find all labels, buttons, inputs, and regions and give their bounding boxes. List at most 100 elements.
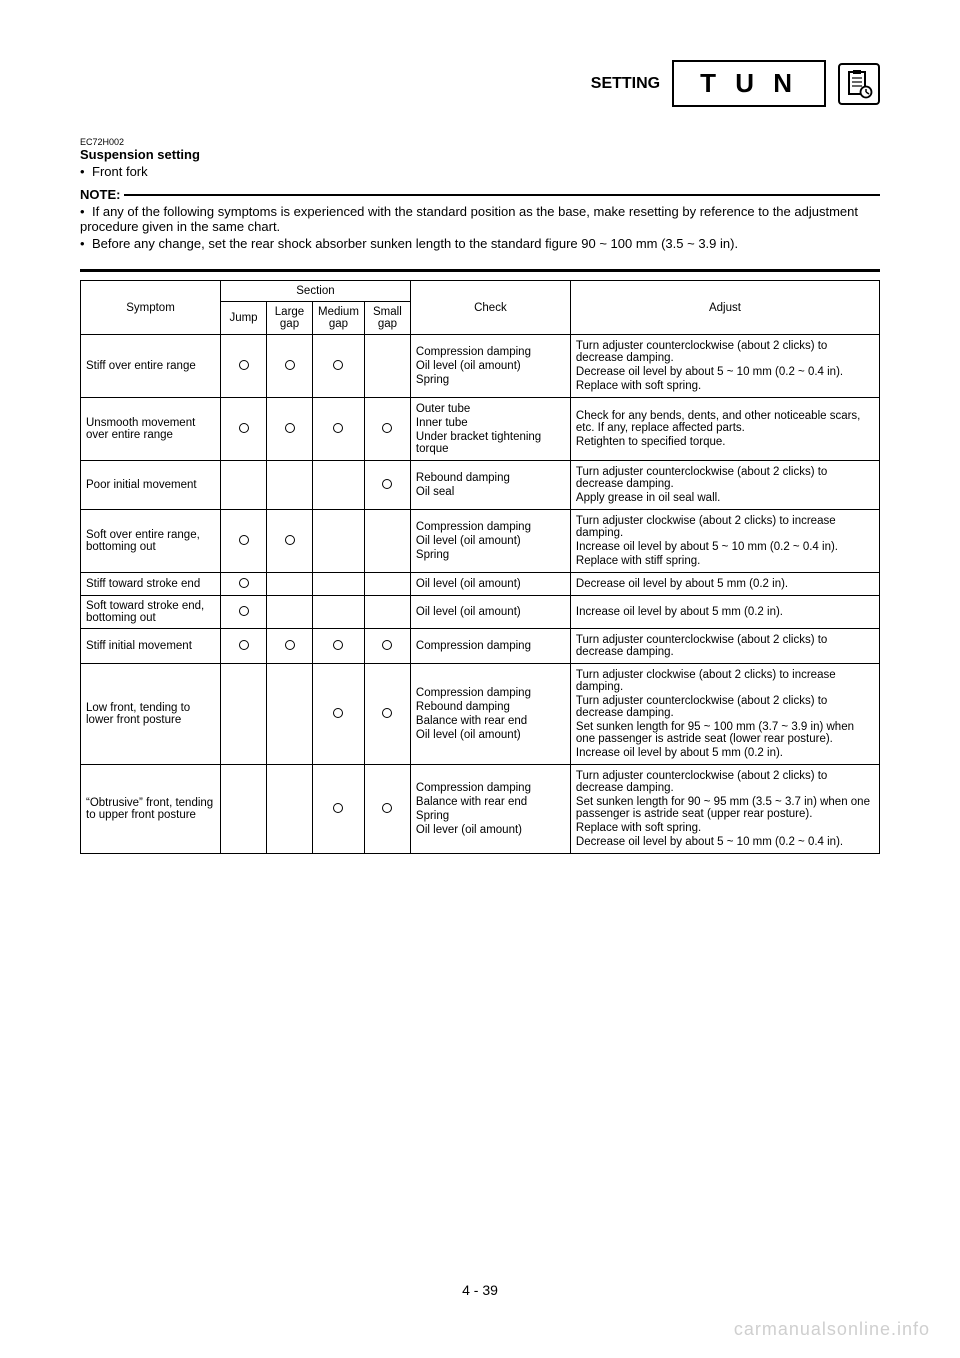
adjust-line: Increase oil level by about 5 mm (0.2 in… xyxy=(576,746,874,760)
check-line: Oil level (oil amount) xyxy=(416,605,565,619)
adjust-line: Replace with soft spring. xyxy=(576,379,874,393)
cell-mark xyxy=(267,629,313,664)
circle-icon xyxy=(239,640,249,650)
cell-mark xyxy=(267,335,313,398)
cell-mark xyxy=(221,664,267,765)
cell-mark xyxy=(313,335,365,398)
adjust-line: Apply grease in oil seal wall. xyxy=(576,491,874,505)
check-line: Rebound damping xyxy=(416,700,565,714)
check-line: Oil level (oil amount) xyxy=(416,728,565,742)
th-jump: Jump xyxy=(221,302,267,335)
cell-adjust: Turn adjuster counterclockwise (about 2 … xyxy=(570,629,879,664)
circle-icon xyxy=(239,360,249,370)
circle-icon xyxy=(285,535,295,545)
adjust-line: Turn adjuster counterclockwise (about 2 … xyxy=(576,339,874,365)
check-line: Oil level (oil amount) xyxy=(416,577,565,591)
circle-icon xyxy=(239,578,249,588)
cell-mark xyxy=(267,664,313,765)
cell-mark xyxy=(267,510,313,573)
circle-icon xyxy=(382,423,392,433)
cell-mark xyxy=(221,398,267,461)
note-row: NOTE: xyxy=(80,187,880,202)
note-1-text: If any of the following symptoms is expe… xyxy=(80,204,858,234)
adjust-line: Set sunken length for 90 ~ 95 mm (3.5 ~ … xyxy=(576,795,874,821)
cell-check: Compression dampingOil level (oil amount… xyxy=(410,335,570,398)
page: SETTING T U N EC72H002 Suspension settin… xyxy=(0,0,960,1358)
header-row: SETTING T U N xyxy=(80,60,880,107)
adjust-line: Turn adjuster clockwise (about 2 clicks)… xyxy=(576,514,874,540)
adjust-line: Increase oil level by about 5 mm (0.2 in… xyxy=(576,605,874,619)
table-head: Symptom Section Check Adjust Jump Large … xyxy=(81,281,880,335)
adjust-line: Replace with soft spring. xyxy=(576,821,874,835)
section-heading: Suspension setting xyxy=(80,147,880,162)
adjust-line: Replace with stiff spring. xyxy=(576,554,874,568)
adjust-line: Turn adjuster counterclockwise (about 2 … xyxy=(576,633,874,659)
cell-mark xyxy=(364,765,410,854)
cell-mark xyxy=(313,629,365,664)
circle-icon xyxy=(333,640,343,650)
cell-mark xyxy=(313,398,365,461)
table-body: Stiff over entire range Compression dampi… xyxy=(81,335,880,854)
page-number: 4 - 39 xyxy=(0,1282,960,1298)
check-line: Compression damping xyxy=(416,520,565,534)
note-1: •If any of the following symptoms is exp… xyxy=(80,204,880,234)
cell-mark xyxy=(364,461,410,510)
check-line: Compression damping xyxy=(416,781,565,795)
check-line: Balance with rear end xyxy=(416,714,565,728)
cell-mark xyxy=(267,765,313,854)
circle-icon xyxy=(333,423,343,433)
adjust-line: Decrease oil level by about 5 ~ 10 mm (0… xyxy=(576,365,874,379)
check-line: Rebound damping xyxy=(416,471,565,485)
thick-rule xyxy=(80,269,880,272)
cell-mark xyxy=(267,398,313,461)
circle-icon xyxy=(382,640,392,650)
cell-mark xyxy=(221,461,267,510)
cell-mark xyxy=(364,629,410,664)
note-2-text: Before any change, set the rear shock ab… xyxy=(92,236,738,251)
check-line: Oil seal xyxy=(416,485,565,499)
cell-check: Outer tubeInner tubeUnder bracket tighte… xyxy=(410,398,570,461)
cell-symptom: Unsmooth movement over entire range xyxy=(81,398,221,461)
adjust-line: Increase oil level by about 5 ~ 10 mm (0… xyxy=(576,540,874,554)
cell-mark xyxy=(364,398,410,461)
cell-check: Oil level (oil amount) xyxy=(410,573,570,596)
adjust-line: Set sunken length for 95 ~ 100 mm (3.7 ~… xyxy=(576,720,874,746)
cell-adjust: Turn adjuster counterclockwise (about 2 … xyxy=(570,461,879,510)
setting-label: SETTING xyxy=(591,75,660,93)
cell-check: Oil level (oil amount) xyxy=(410,596,570,629)
cell-mark xyxy=(267,573,313,596)
circle-icon xyxy=(333,360,343,370)
cell-adjust: Turn adjuster counterclockwise (about 2 … xyxy=(570,335,879,398)
th-symptom: Symptom xyxy=(81,281,221,335)
cell-mark xyxy=(364,664,410,765)
th-medium: Medium gap xyxy=(313,302,365,335)
cell-mark xyxy=(313,510,365,573)
cell-symptom: Stiff over entire range xyxy=(81,335,221,398)
doc-code: EC72H002 xyxy=(80,137,880,147)
cell-symptom: Stiff toward stroke end xyxy=(81,573,221,596)
circle-icon xyxy=(239,535,249,545)
front-fork-text: Front fork xyxy=(92,164,148,179)
cell-mark xyxy=(364,573,410,596)
table-row: Stiff toward stroke end Oil level (oil am… xyxy=(81,573,880,596)
cell-mark xyxy=(313,596,365,629)
note-rule xyxy=(124,194,880,196)
cell-check: Compression dampingOil level (oil amount… xyxy=(410,510,570,573)
circle-icon xyxy=(382,479,392,489)
cell-adjust: Decrease oil level by about 5 mm (0.2 in… xyxy=(570,573,879,596)
circle-icon xyxy=(285,360,295,370)
cell-check: Compression dampingBalance with rear end… xyxy=(410,765,570,854)
check-line: Inner tube xyxy=(416,416,565,430)
adjust-line: Decrease oil level by about 5 ~ 10 mm (0… xyxy=(576,835,874,849)
table-row: Stiff over entire range Compression dampi… xyxy=(81,335,880,398)
table-row: Stiff initial movementCompression dampin… xyxy=(81,629,880,664)
circle-icon xyxy=(333,803,343,813)
circle-icon xyxy=(285,423,295,433)
check-line: Spring xyxy=(416,548,565,562)
table-row: “Obtrusive” front, tending to upper fron… xyxy=(81,765,880,854)
circle-icon xyxy=(382,708,392,718)
check-line: Oil level (oil amount) xyxy=(416,359,565,373)
cell-adjust: Turn adjuster clockwise (about 2 clicks)… xyxy=(570,510,879,573)
cell-symptom: “Obtrusive” front, tending to upper fron… xyxy=(81,765,221,854)
cell-symptom: Soft over entire range, bottoming out xyxy=(81,510,221,573)
